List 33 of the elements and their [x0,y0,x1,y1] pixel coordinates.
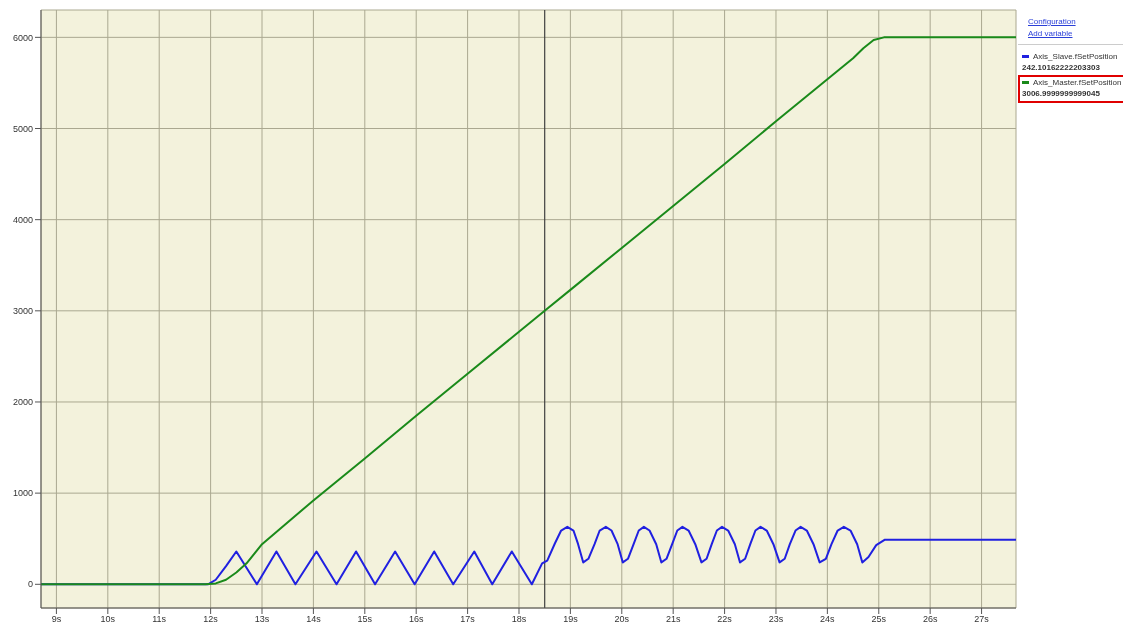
y-tick-label: 4000 [12,214,33,225]
y-tick-label: 2000 [12,397,33,408]
legend-label: Axis_Master.fSetPosition [1032,77,1122,88]
y-tick-label: 6000 [12,32,33,43]
x-tick-label: 16s [408,614,424,625]
x-tick-label: 23s [768,614,784,625]
x-tick-label: 10s [100,614,116,625]
x-tick-label: 20s [614,614,630,625]
text: Configuration [1028,16,1077,28]
x-tick-label: 26s [922,614,938,625]
x-tick-label: 19s [563,614,579,625]
line-series [41,36,1016,586]
text: 3006.9999999999045 [1022,88,1101,99]
x-tick-label: 13s [254,614,270,625]
x-tick-label: 27s [974,614,990,625]
text: 242.10162222203303 [1022,62,1101,73]
y-tick-label: 5000 [12,123,33,134]
y-tick-label: 1000 [12,488,33,499]
text: Add variable [1028,28,1074,40]
x-tick-label: 21s [665,614,681,625]
x-tick-label: 15s [357,614,373,625]
x-tick-label: 17s [460,614,476,625]
legend-label: Axis_Slave.fSetPosition [1032,51,1119,62]
x-tick-label: 25s [871,614,887,625]
x-tick-label: 22s [717,614,733,625]
x-tick-label: 24s [820,614,836,625]
y-tick-label: 0 [27,579,33,590]
x-tick-label: 12s [203,614,219,625]
y-tick-label: 3000 [12,306,33,317]
x-tick-label: 9s [51,614,62,625]
x-tick-label: 18s [511,614,527,625]
x-tick-label: 11s [152,614,167,625]
x-tick-label: 14s [306,614,322,625]
